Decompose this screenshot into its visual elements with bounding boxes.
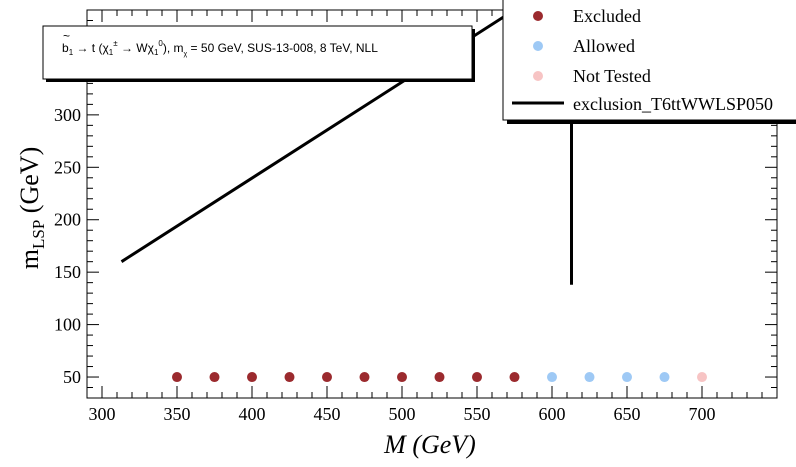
y-axis-title-main: m	[15, 249, 44, 269]
x-tick-label: 700	[689, 404, 716, 424]
legend-item-excluded: Excluded	[533, 6, 641, 26]
point-excluded	[359, 372, 370, 383]
x-tick-label: 400	[239, 404, 266, 424]
info-box-text: b1 → t (χ1± → Wχ10), mχ = 50 GeV, SUS-13…	[62, 39, 378, 58]
x-axis-title: M (GeV)	[383, 430, 476, 459]
point-allowed	[547, 372, 557, 383]
x-tick-label: 450	[314, 404, 341, 424]
point-excluded	[172, 372, 182, 383]
point-excluded	[434, 372, 445, 383]
legend-label-allowed: Allowed	[573, 36, 635, 56]
point-excluded	[284, 372, 295, 383]
y-axis-title-sub: LSP	[29, 220, 48, 249]
y-tick-label: 300	[54, 105, 81, 125]
point-excluded	[247, 372, 257, 383]
legend-label-not-tested: Not Tested	[573, 66, 651, 86]
point-allowed	[659, 372, 670, 383]
info-tilde: ~	[63, 29, 70, 43]
y-tick-label: 50	[63, 367, 81, 387]
point-excluded	[472, 372, 482, 383]
point-excluded	[397, 372, 407, 383]
x-tick-label: 300	[89, 404, 116, 424]
y-axis-title-unit: (GeV)	[15, 147, 44, 220]
x-tick-label: 350	[164, 404, 191, 424]
point-excluded	[509, 372, 520, 383]
legend-item-not-tested: Not Tested	[533, 66, 651, 86]
x-tick-label: 600	[539, 404, 566, 424]
x-tick-label: 500	[389, 404, 416, 424]
info-box-frame	[42, 25, 473, 80]
y-tick-label: 100	[54, 315, 81, 335]
point-allowed	[622, 372, 632, 383]
point-excluded	[209, 372, 220, 383]
legend-label-exclusion-line: exclusion_T6ttWWLSP050	[573, 94, 773, 114]
y-axis-title: mLSP (GeV)	[15, 147, 48, 269]
legend-marker-excluded	[533, 11, 543, 21]
x-tick-label: 650	[614, 404, 641, 424]
y-tick-label: 150	[54, 262, 81, 282]
legend-frame	[502, 0, 796, 121]
info-sbottom: b	[62, 41, 69, 55]
y-tick-label: 250	[54, 157, 81, 177]
point-not-tested	[697, 372, 707, 383]
x-tick-label: 550	[464, 404, 491, 424]
info-box: b1 → t (χ1± → Wχ10), mχ = 50 GeV, SUS-13…	[42, 25, 475, 82]
point-allowed	[584, 372, 595, 383]
legend-marker-not-tested	[533, 71, 543, 81]
legend-item-allowed: Allowed	[533, 36, 635, 56]
y-tick-label: 200	[54, 210, 81, 230]
legend-item-exclusion-line: exclusion_T6ttWWLSP050	[512, 94, 773, 114]
legend-marker-allowed	[533, 41, 543, 51]
point-excluded	[322, 372, 332, 383]
legend-label-excluded: Excluded	[573, 6, 641, 26]
legend: Excluded Allowed Not Tested exclusion_T6…	[502, 0, 796, 124]
